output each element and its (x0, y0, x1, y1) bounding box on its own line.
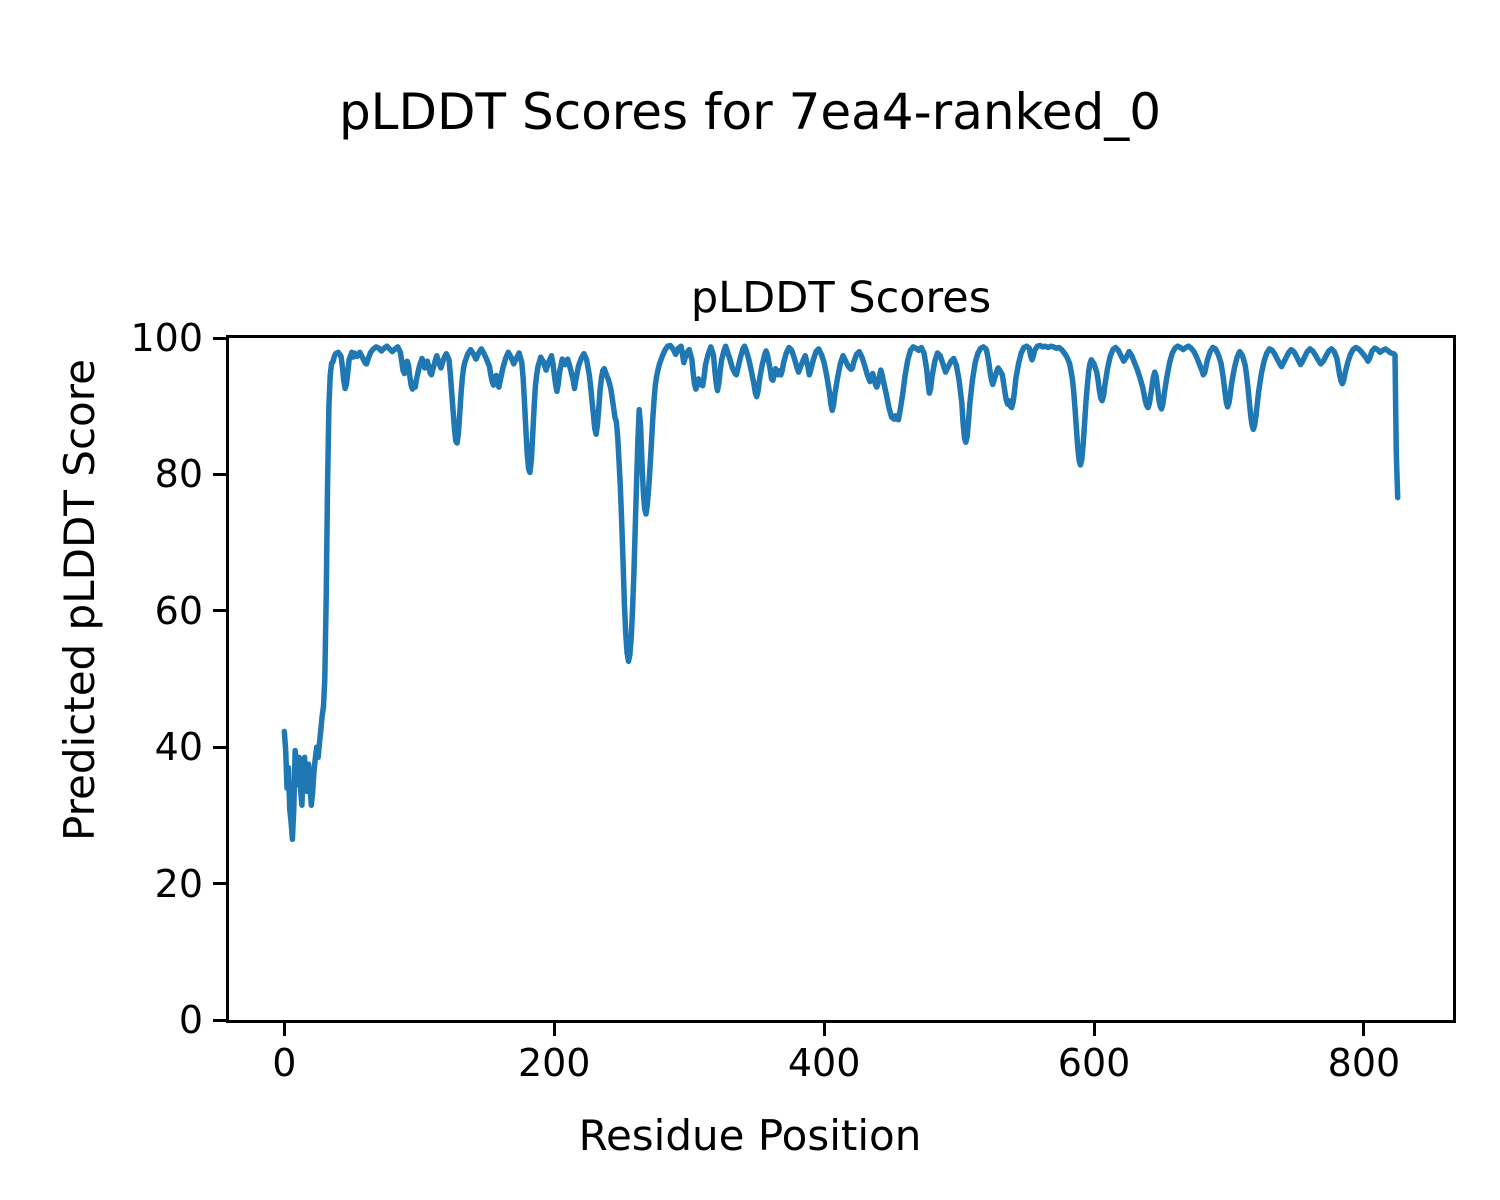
y-tick-label: 80 (154, 452, 203, 497)
x-tick-mark (282, 1023, 286, 1036)
figure-suptitle: pLDDT Scores for 7ea4-ranked_0 (338, 83, 1162, 141)
x-axis-label: Residue Position (578, 1111, 922, 1160)
y-tick-label: 60 (154, 588, 203, 633)
x-tick-mark (552, 1023, 556, 1036)
plddt-line (281, 342, 1401, 843)
x-tick-label: 400 (787, 1041, 861, 1085)
y-tick-mark (213, 882, 226, 886)
x-tick-mark (822, 1023, 826, 1036)
y-tick-mark (213, 336, 226, 340)
x-tick-label: 600 (1057, 1041, 1131, 1085)
y-tick-label: 0 (178, 998, 203, 1042)
axes-title: pLDDT Scores (690, 273, 992, 323)
x-tick-label: 0 (272, 1041, 297, 1085)
x-tick-mark (1092, 1023, 1096, 1036)
x-tick-label: 800 (1327, 1041, 1401, 1085)
x-tick-mark (1362, 1023, 1366, 1036)
y-tick-label: 40 (154, 725, 203, 770)
y-tick-label: 20 (154, 861, 203, 906)
y-tick-mark (213, 472, 226, 476)
y-tick-mark (213, 609, 226, 613)
y-tick-mark (213, 1018, 226, 1022)
x-tick-label: 200 (517, 1041, 591, 1085)
y-axis-label: Predicted pLDDT Score (54, 359, 104, 841)
plddt-line-chart (281, 342, 1401, 843)
y-tick-label: 100 (130, 316, 203, 360)
plot-area (226, 335, 1456, 1023)
y-tick-mark (213, 745, 226, 749)
